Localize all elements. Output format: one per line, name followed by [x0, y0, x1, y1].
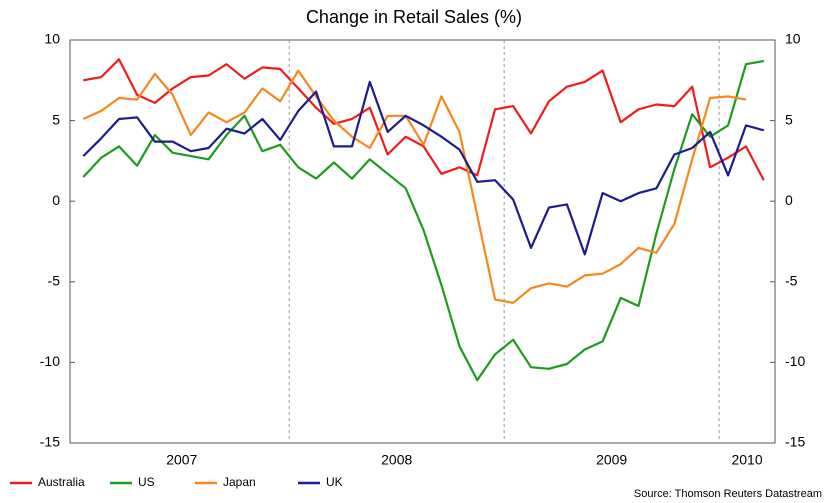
legend-label: US	[138, 475, 155, 489]
y-tick-label: -5	[48, 273, 61, 289]
y2-tick-label: -15	[785, 434, 805, 450]
x-tick-label: 2008	[381, 452, 412, 468]
y-tick-label: 10	[44, 31, 60, 47]
y-tick-label: 5	[52, 111, 60, 127]
y2-tick-label: 0	[785, 192, 793, 208]
x-tick-label: 2010	[731, 452, 762, 468]
line-series	[82, 80, 765, 256]
y2-tick-label: 5	[785, 111, 793, 127]
x-tick-label: 2009	[596, 452, 627, 468]
line-series	[83, 58, 765, 181]
line-series	[82, 69, 747, 304]
line-series	[82, 59, 764, 382]
legend-label: UK	[326, 475, 343, 489]
y-tick-label: -15	[40, 434, 60, 450]
y2-tick-label: 10	[785, 31, 801, 47]
y-tick-label: -10	[40, 353, 60, 369]
x-tick-label: 2007	[166, 452, 197, 468]
y2-tick-label: -5	[785, 273, 798, 289]
legend-label: Japan	[223, 475, 256, 489]
y-tick-label: 0	[52, 192, 60, 208]
source: Source: Thomson Reuters Datastream	[634, 488, 822, 500]
chart-title: Change in Retail Sales (%)	[306, 7, 522, 27]
plot-frame	[69, 39, 776, 444]
legend-label: Australia	[38, 475, 85, 489]
y2-tick-label: -10	[785, 353, 805, 369]
